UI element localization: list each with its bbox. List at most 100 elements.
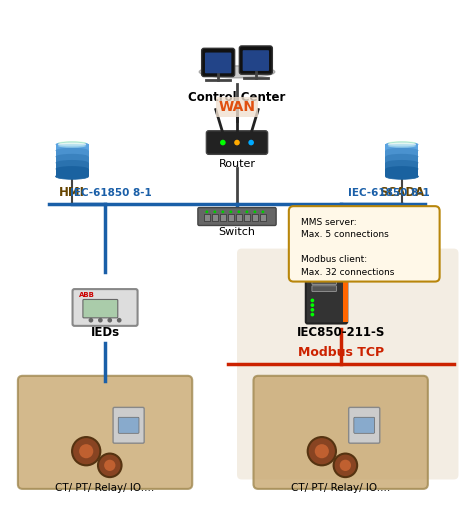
FancyBboxPatch shape — [349, 407, 380, 443]
Text: IEC-61850 8-1: IEC-61850 8-1 — [348, 188, 429, 198]
Polygon shape — [55, 157, 89, 164]
Polygon shape — [55, 144, 89, 152]
Ellipse shape — [55, 154, 89, 159]
FancyBboxPatch shape — [244, 214, 250, 221]
Circle shape — [108, 318, 112, 322]
FancyBboxPatch shape — [118, 417, 139, 433]
FancyBboxPatch shape — [289, 206, 439, 282]
Circle shape — [98, 318, 103, 322]
Circle shape — [310, 303, 314, 307]
Text: Control Center: Control Center — [188, 91, 286, 104]
Ellipse shape — [385, 174, 419, 179]
Circle shape — [221, 211, 224, 213]
Polygon shape — [385, 163, 419, 170]
Ellipse shape — [385, 166, 419, 172]
Circle shape — [315, 444, 329, 458]
Ellipse shape — [385, 154, 419, 159]
Ellipse shape — [55, 148, 89, 153]
Polygon shape — [55, 151, 89, 158]
Circle shape — [205, 211, 208, 213]
Ellipse shape — [385, 148, 419, 153]
Circle shape — [234, 140, 240, 146]
Ellipse shape — [388, 144, 416, 148]
Polygon shape — [55, 163, 89, 170]
FancyBboxPatch shape — [260, 214, 266, 221]
Ellipse shape — [55, 141, 89, 147]
Circle shape — [229, 211, 232, 213]
Ellipse shape — [58, 142, 86, 147]
Circle shape — [262, 211, 264, 213]
Ellipse shape — [58, 141, 86, 145]
Circle shape — [310, 299, 314, 302]
FancyBboxPatch shape — [198, 207, 276, 225]
FancyBboxPatch shape — [113, 407, 144, 443]
Ellipse shape — [58, 144, 86, 148]
Text: Router: Router — [219, 159, 255, 169]
Ellipse shape — [199, 66, 275, 78]
FancyBboxPatch shape — [312, 279, 337, 284]
FancyBboxPatch shape — [201, 49, 235, 76]
Circle shape — [98, 454, 121, 477]
Polygon shape — [385, 144, 419, 152]
FancyBboxPatch shape — [206, 131, 268, 154]
Text: CT/ PT/ Relay/ IO....: CT/ PT/ Relay/ IO.... — [55, 483, 155, 493]
Circle shape — [104, 460, 116, 471]
Circle shape — [310, 308, 314, 312]
Circle shape — [310, 313, 314, 316]
FancyBboxPatch shape — [239, 46, 273, 74]
Text: IEDs: IEDs — [91, 326, 119, 340]
Circle shape — [79, 444, 93, 458]
Circle shape — [246, 211, 248, 213]
Polygon shape — [385, 151, 419, 158]
FancyBboxPatch shape — [252, 214, 258, 221]
FancyBboxPatch shape — [312, 286, 337, 292]
FancyBboxPatch shape — [306, 272, 347, 324]
FancyBboxPatch shape — [18, 376, 192, 489]
FancyBboxPatch shape — [205, 53, 231, 73]
Circle shape — [254, 211, 256, 213]
Text: IEC850-211-S: IEC850-211-S — [296, 326, 385, 340]
Circle shape — [248, 140, 254, 146]
Circle shape — [220, 140, 226, 146]
Circle shape — [334, 454, 357, 477]
FancyBboxPatch shape — [73, 289, 137, 326]
Circle shape — [237, 211, 240, 213]
Ellipse shape — [55, 174, 89, 179]
FancyBboxPatch shape — [243, 50, 269, 71]
Polygon shape — [385, 169, 419, 176]
Circle shape — [89, 318, 93, 322]
Polygon shape — [55, 169, 89, 176]
Text: ABB: ABB — [79, 292, 95, 298]
FancyBboxPatch shape — [354, 417, 374, 433]
FancyBboxPatch shape — [228, 214, 234, 221]
Text: MMS server:
Max. 5 connections

Modbus client:
Max. 32 connections: MMS server: Max. 5 connections Modbus cl… — [301, 218, 394, 277]
Text: SCADA: SCADA — [379, 186, 425, 199]
Text: IEC-61850 8-1: IEC-61850 8-1 — [70, 188, 152, 198]
FancyBboxPatch shape — [220, 214, 226, 221]
Ellipse shape — [388, 142, 416, 147]
Circle shape — [308, 437, 336, 465]
Ellipse shape — [385, 160, 419, 166]
FancyBboxPatch shape — [83, 299, 118, 318]
Ellipse shape — [55, 166, 89, 172]
Circle shape — [213, 211, 216, 213]
Text: Modbus TCP: Modbus TCP — [298, 346, 384, 359]
Circle shape — [117, 318, 121, 322]
FancyBboxPatch shape — [212, 214, 218, 221]
Text: Switch: Switch — [219, 228, 255, 237]
Ellipse shape — [388, 141, 416, 145]
Ellipse shape — [55, 160, 89, 166]
Text: WAN: WAN — [219, 100, 255, 114]
FancyBboxPatch shape — [204, 214, 210, 221]
Polygon shape — [385, 157, 419, 164]
Ellipse shape — [385, 141, 419, 147]
Circle shape — [340, 460, 351, 471]
FancyBboxPatch shape — [343, 275, 348, 321]
Circle shape — [72, 437, 100, 465]
FancyBboxPatch shape — [236, 214, 242, 221]
Text: CT/ PT/ Relay/ IO....: CT/ PT/ Relay/ IO.... — [291, 483, 390, 493]
FancyBboxPatch shape — [254, 376, 428, 489]
Text: HMI: HMI — [59, 186, 85, 199]
FancyBboxPatch shape — [237, 249, 458, 479]
FancyBboxPatch shape — [312, 271, 337, 277]
